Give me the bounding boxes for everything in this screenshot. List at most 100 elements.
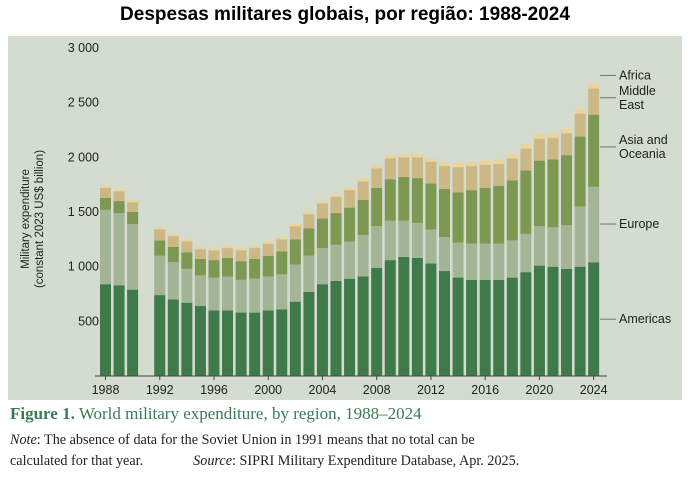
bar-europe-2005: [330, 244, 342, 281]
bar-middle-east-2020: [533, 138, 545, 161]
bar-africa-2000: [262, 241, 274, 244]
bar-americas-1989: [113, 285, 125, 376]
bar-asia-and-oceania-2013: [439, 189, 450, 238]
bar-americas-2014: [452, 277, 464, 376]
x-tick-label-1992: 1992: [146, 383, 174, 397]
bar-europe-2000: [262, 276, 274, 311]
bar-middle-east-2008: [371, 168, 383, 188]
bar-europe-2022: [561, 225, 573, 269]
bar-asia-and-oceania-2003: [303, 228, 315, 256]
bar-americas-2024: [588, 262, 600, 376]
bar-africa-1999: [249, 245, 261, 249]
bar-asia-and-oceania-2002: [289, 239, 301, 265]
y-tick-label-1000: 1 000: [68, 260, 99, 274]
bar-middle-east-2013: [439, 166, 450, 190]
x-tick-label-2024: 2024: [580, 383, 608, 397]
bar-africa-1989: [113, 189, 125, 192]
bar-asia-and-oceania-2001: [276, 251, 288, 275]
y-tick-label-3000: 3 000: [68, 41, 99, 55]
bar-europe-2013: [439, 237, 450, 272]
bar-middle-east-1988: [100, 187, 111, 198]
bar-americas-2007: [357, 276, 369, 376]
bar-asia-and-oceania-2014: [452, 192, 464, 243]
bar-europe-2018: [506, 240, 518, 278]
bar-americas-2006: [344, 278, 356, 376]
bar-asia-and-oceania-2022: [561, 155, 573, 226]
bar-africa-1990: [127, 199, 139, 203]
bar-africa-2001: [276, 237, 288, 240]
bar-asia-and-oceania-2023: [574, 136, 586, 207]
bar-americas-1996: [208, 310, 220, 376]
bar-middle-east-2021: [547, 137, 559, 160]
legend-label-middle-east-line1: Middle: [619, 84, 656, 98]
figure-caption: Figure 1. World military expenditure, by…: [10, 404, 422, 424]
bar-africa-2015: [466, 161, 478, 167]
bar-africa-2024: [588, 82, 600, 89]
bar-asia-and-oceania-2024: [588, 114, 600, 187]
bar-middle-east-2017: [493, 163, 505, 186]
bar-middle-east-2000: [262, 243, 274, 256]
bar-middle-east-2012: [425, 161, 437, 184]
bar-middle-east-2024: [588, 88, 600, 115]
bar-africa-2003: [303, 212, 315, 215]
y-tick-label-500: 500: [78, 314, 99, 328]
bar-europe-2007: [357, 234, 369, 277]
bar-asia-and-oceania-2020: [533, 160, 545, 227]
bar-africa-1988: [100, 185, 111, 188]
bar-americas-2018: [506, 277, 518, 376]
bar-middle-east-2005: [330, 196, 342, 214]
x-tick-label-2020: 2020: [526, 383, 554, 397]
bar-europe-1990: [127, 224, 139, 290]
bar-americas-1990: [127, 289, 139, 376]
bar-europe-1996: [208, 277, 220, 311]
bar-americas-2012: [425, 263, 437, 376]
bar-middle-east-2006: [344, 190, 356, 208]
bar-africa-2021: [547, 133, 559, 138]
x-tick-label-2012: 2012: [417, 383, 445, 397]
bar-asia-and-oceania-1992: [154, 240, 166, 256]
bar-americas-2011: [411, 257, 423, 376]
bar-europe-1994: [181, 268, 193, 303]
bar-middle-east-1989: [113, 191, 125, 202]
bar-americas-2003: [303, 291, 315, 376]
bar-africa-2016: [479, 160, 491, 165]
bar-africa-2010: [398, 154, 410, 158]
bar-europe-2024: [588, 186, 600, 263]
bar-europe-1989: [113, 213, 125, 286]
bar-africa-2006: [344, 187, 356, 191]
bar-americas-2023: [574, 266, 586, 376]
bar-europe-2023: [574, 206, 586, 267]
legend-label-americas: Americas: [619, 312, 671, 326]
y-tick-label-2500: 2 500: [68, 96, 99, 110]
bar-europe-2014: [452, 242, 464, 278]
bar-middle-east-2003: [303, 214, 315, 229]
bar-middle-east-2009: [384, 158, 396, 180]
bar-asia-and-oceania-1993: [167, 246, 179, 263]
x-tick-label-2000: 2000: [254, 383, 282, 397]
note-text: : The absence of data for the Soviet Uni…: [36, 432, 475, 448]
bar-middle-east-1994: [181, 241, 193, 253]
bar-europe-2004: [316, 248, 328, 285]
x-tick-label-2008: 2008: [363, 383, 391, 397]
figure-note: Note: The absence of data for the Soviet…: [10, 430, 682, 472]
bar-africa-2013: [439, 161, 450, 167]
y-axis-label: Military expenditure: [20, 169, 32, 269]
bar-americas-2022: [561, 268, 573, 376]
bar-middle-east-2023: [574, 113, 586, 137]
bar-middle-east-2019: [520, 148, 532, 171]
bar-europe-2012: [425, 229, 437, 264]
bar-americas-2005: [330, 280, 342, 376]
bar-americas-2008: [371, 267, 383, 376]
chart-panel: 1988 1992 1996 2000 2004 2008 2012 2016 2020 2024…: [8, 36, 682, 400]
bar-middle-east-2002: [289, 226, 301, 240]
bar-asia-and-oceania-2015: [466, 190, 478, 244]
bar-americas-1997: [222, 310, 234, 376]
bar-africa-2022: [561, 128, 573, 134]
legend-label-europe: Europe: [619, 217, 659, 231]
bar-europe-2015: [466, 243, 478, 280]
bar-africa-2020: [533, 134, 545, 139]
bar-asia-and-oceania-2006: [344, 207, 356, 242]
bar-middle-east-2015: [466, 166, 478, 191]
bar-americas-2019: [520, 272, 532, 376]
bar-africa-2023: [574, 109, 586, 114]
